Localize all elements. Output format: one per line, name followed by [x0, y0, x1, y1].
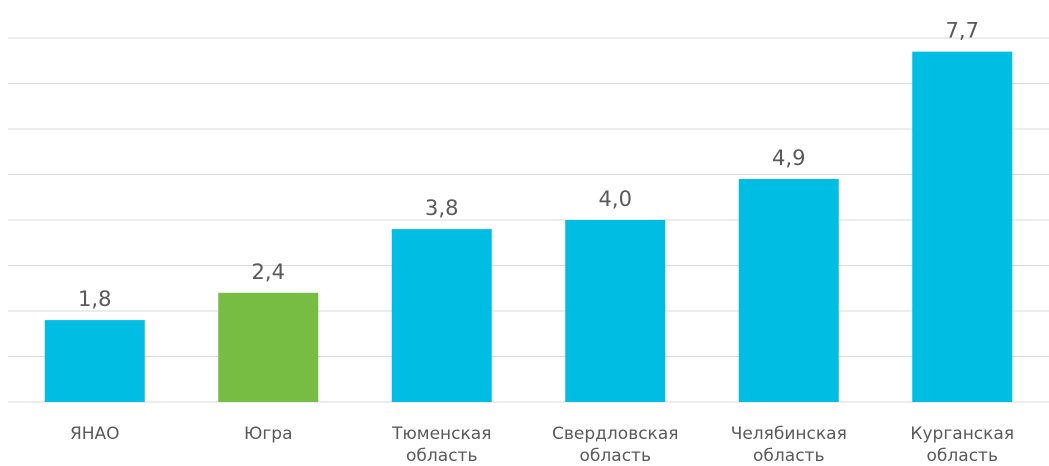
value-label: 2,4 — [252, 260, 285, 284]
value-label: 7,7 — [946, 19, 979, 43]
bar — [565, 220, 666, 402]
x-tick-label: ЯНАО — [69, 424, 120, 444]
bar — [44, 320, 145, 402]
x-tick-label: Челябинская область — [730, 424, 847, 466]
value-label: 4,0 — [599, 187, 632, 211]
bar — [912, 51, 1013, 403]
bar — [391, 229, 492, 402]
x-tick-label: Свердловская область — [552, 424, 679, 466]
x-tick-label: Курганская область — [910, 424, 1015, 466]
x-tick-label: Югра — [244, 424, 293, 444]
x-tick-label: Тюменская область — [392, 424, 492, 466]
value-label: 1,8 — [78, 287, 111, 311]
bar — [218, 292, 319, 402]
value-label: 4,9 — [772, 146, 805, 170]
value-label: 3,8 — [425, 196, 458, 220]
bar — [738, 179, 839, 402]
